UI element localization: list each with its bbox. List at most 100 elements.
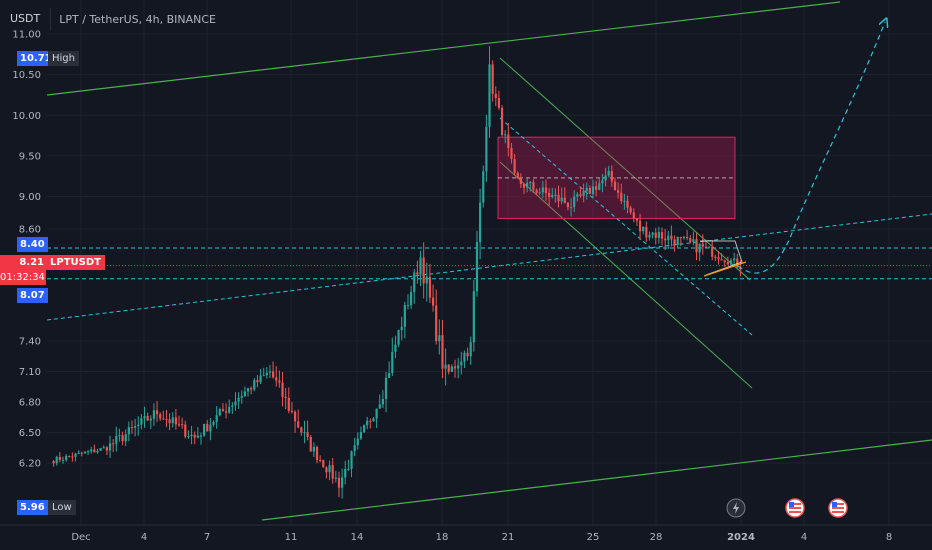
candle-body — [394, 344, 397, 352]
candle-body — [403, 305, 406, 327]
candle-body — [155, 410, 159, 415]
channel-upper-line[interactable] — [46, 1, 841, 96]
candle-body — [193, 434, 196, 438]
candle-body — [714, 256, 717, 258]
candle-body — [607, 171, 610, 176]
candle-body — [494, 93, 497, 98]
candle-body — [253, 380, 256, 390]
high-price-tag: 10.71 — [17, 51, 55, 66]
falling-channel-upper[interactable] — [499, 57, 751, 281]
x-tick-label: 25 — [587, 532, 600, 543]
y-tick-label: 6.50 — [19, 428, 41, 439]
candle-body — [381, 398, 384, 405]
current-price-tag: 8.21 01:32:34 — [0, 255, 46, 285]
triangle-pattern[interactable] — [700, 240, 743, 276]
candle-body — [366, 420, 369, 426]
y-tick-label: 11.00 — [12, 30, 41, 41]
candle-body — [510, 147, 513, 160]
candle-body — [134, 426, 137, 428]
candle-body — [328, 465, 331, 473]
candle-body — [522, 184, 526, 188]
candle-body — [692, 239, 695, 242]
candle-body — [362, 425, 366, 433]
candle-body — [651, 232, 654, 235]
x-tick-label: 28 — [650, 532, 663, 543]
candle-body — [137, 424, 140, 427]
candle-body — [686, 237, 689, 239]
candle-body — [726, 262, 729, 265]
candle-body — [585, 188, 588, 191]
candle-body — [479, 202, 482, 243]
candle-body — [331, 465, 334, 479]
candle-body — [673, 239, 676, 246]
candle-body — [262, 375, 265, 377]
candle-body — [635, 218, 639, 221]
candle-body — [482, 171, 485, 203]
candle-body — [544, 187, 548, 194]
candle-body — [58, 456, 61, 461]
candle-body — [309, 436, 312, 452]
candle-body — [444, 364, 447, 369]
candle-body — [275, 377, 278, 381]
candle-body — [190, 434, 193, 437]
candle-body — [648, 234, 651, 238]
rising-dashed-trendline[interactable] — [46, 213, 932, 321]
candle-body — [391, 351, 394, 374]
channel-lower-line[interactable] — [261, 439, 932, 521]
candle-body — [532, 182, 535, 190]
y-axis-labels: 6.20 6.50 6.80 7.10 7.40 8.60 9.00 9.50 10.00 10.… — [12, 30, 41, 470]
candle-body — [425, 276, 428, 284]
candle-body — [457, 365, 460, 369]
low-price-tag: 5.96 — [17, 500, 48, 515]
candle-body — [576, 194, 579, 197]
candle-body — [152, 410, 156, 419]
candle-body — [203, 423, 206, 436]
candle-body — [224, 411, 228, 413]
lightning-icon[interactable] — [726, 498, 746, 518]
candle-body — [77, 452, 80, 454]
x-tick-label: 4 — [141, 532, 147, 543]
candle-body — [682, 237, 686, 239]
chart-header: USDT LPT / TetherUS, 4h, BINANCE — [0, 8, 216, 30]
candle-body — [149, 418, 152, 421]
candle-body — [140, 418, 143, 425]
candle-body — [74, 453, 77, 457]
candle-body — [212, 422, 215, 425]
candle-body — [146, 416, 149, 421]
candle-body — [638, 220, 642, 232]
falling-channel-lower[interactable] — [499, 161, 753, 389]
candle-body — [181, 424, 184, 426]
candle-body — [698, 243, 701, 253]
ticker-label: LPTUSDT — [46, 255, 105, 270]
candle-body — [234, 401, 237, 406]
countdown-timer: 01:32:34 — [0, 272, 45, 283]
candle-body — [108, 443, 112, 451]
candle-body — [206, 423, 209, 432]
candle-body — [265, 372, 268, 376]
us-flag-icon[interactable] — [828, 498, 848, 518]
currency-button[interactable]: USDT — [0, 8, 52, 30]
candle-body — [733, 258, 736, 261]
candle-body — [475, 242, 479, 292]
us-flag-icon[interactable] — [785, 498, 805, 518]
candle-body — [127, 427, 130, 435]
triangle-lower-edge[interactable] — [703, 261, 747, 277]
candle-body — [720, 259, 723, 261]
candle-body — [717, 257, 720, 260]
candle-body — [591, 186, 595, 194]
candle-body — [557, 194, 560, 202]
candle-body — [86, 451, 90, 453]
candle-body — [736, 258, 739, 268]
candle-body — [159, 414, 162, 419]
candle-body — [645, 226, 648, 238]
candle-body — [497, 97, 501, 108]
y-tick-label: 9.50 — [19, 151, 41, 162]
candle-body — [711, 247, 714, 257]
x-tick-label: 18 — [436, 532, 449, 543]
candle-body — [243, 391, 246, 397]
candle-body — [337, 477, 341, 488]
candle-body — [90, 449, 93, 452]
candle-body — [419, 257, 422, 275]
